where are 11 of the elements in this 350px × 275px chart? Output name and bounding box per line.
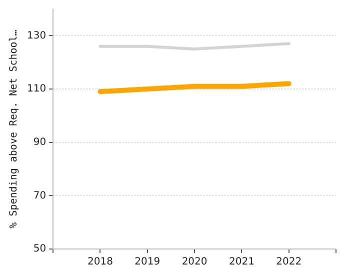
y-tick-label: 50 — [33, 244, 46, 255]
x-tick-label: 2019 — [134, 256, 160, 268]
x-tick-label: 2021 — [228, 256, 254, 268]
x-tick-label: 2022 — [276, 256, 302, 268]
y-axis-title: % Spending above Req. Net School… — [8, 30, 20, 228]
y-tick-label: 90 — [33, 136, 46, 148]
y-tick-label: 130 — [26, 30, 46, 42]
y-tick-label: 110 — [26, 84, 46, 95]
y-tick-label: 70 — [33, 190, 46, 202]
x-tick-label: 2018 — [88, 256, 113, 268]
x-tick-label: 2020 — [182, 256, 208, 268]
